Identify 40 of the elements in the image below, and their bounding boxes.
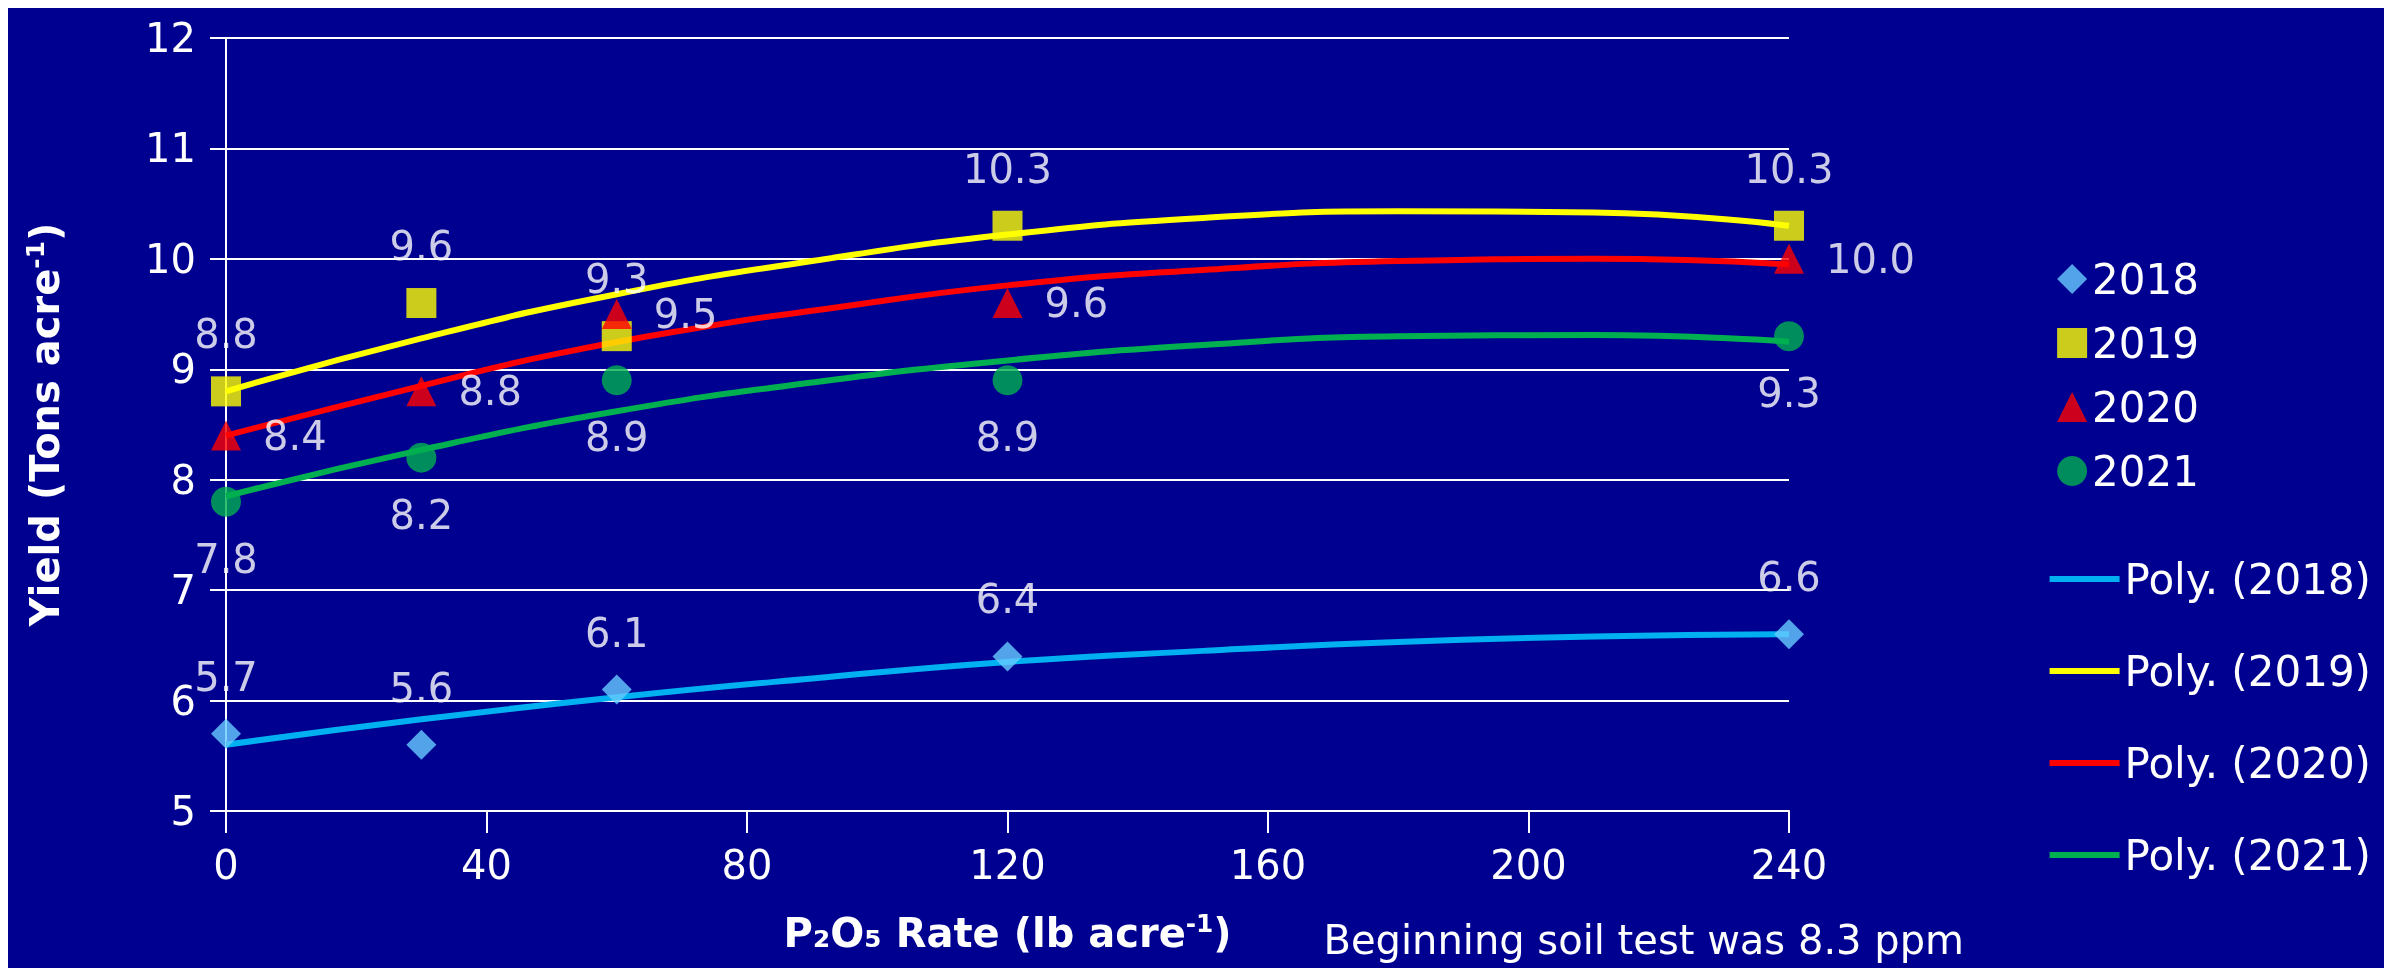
data-label: 6.6	[1757, 554, 1821, 601]
data-label: 9.6	[1044, 280, 1109, 327]
y-tick-label: 12	[145, 15, 196, 61]
legend-label: Poly. (2018)	[2124, 554, 2371, 604]
data-label: 9.3	[1757, 370, 1821, 417]
y-tick-label: 7	[170, 567, 196, 614]
text: Beginning soil test was 8.3 ppm	[1323, 917, 1964, 963]
legend-label: 2020	[2092, 382, 2199, 432]
legend-label: 2019	[2092, 318, 2199, 368]
y-tick-label: 6	[170, 677, 196, 724]
data-label: 10.3	[1744, 145, 1834, 192]
legend-label: Poly. (2021)	[2124, 830, 2371, 880]
x-tick-label: 80	[721, 842, 773, 888]
data-label: 10.3	[962, 145, 1053, 192]
data-label: 9.5	[653, 291, 718, 338]
legend-label: 2021	[2092, 446, 2199, 496]
x-tick-label: 160	[1229, 842, 1307, 888]
y-tick-label: 10	[145, 235, 196, 282]
data-label: 8.8	[458, 368, 522, 415]
data-label: 6.1	[584, 609, 649, 656]
data-label: 10.0	[1826, 235, 1916, 282]
data-label: 8.4	[263, 412, 327, 459]
y-tick-label: 8	[170, 456, 196, 503]
data-label: 8.2	[389, 491, 454, 538]
legend-label: Poly. (2020)	[2124, 738, 2371, 788]
x-tick-label: 120	[969, 842, 1046, 888]
legend-label: 2018	[2092, 254, 2199, 304]
x-tick-label: 240	[1750, 842, 1828, 888]
y-tick-label: 11	[145, 125, 196, 172]
legend-label: Poly. (2019)	[2124, 646, 2371, 696]
data-label: 8.9	[584, 414, 649, 461]
data-label: 9.3	[584, 256, 649, 303]
y-axis-title: Yield (Tons acre-1)	[21, 222, 68, 628]
data-label: 8.9	[975, 414, 1040, 461]
x-tick-label: 40	[461, 842, 512, 888]
y-tick-label: 5	[170, 788, 196, 834]
y-tick-label: 9	[170, 346, 196, 393]
x-tick-label: 0	[213, 842, 239, 888]
x-tick-label: 200	[1490, 842, 1567, 888]
data-label: 6.4	[975, 576, 1040, 623]
